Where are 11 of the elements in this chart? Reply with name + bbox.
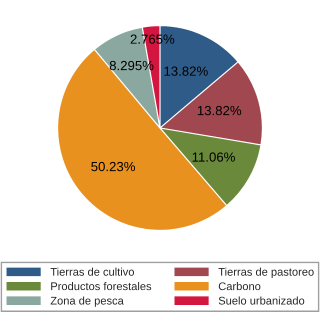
legend-label: Suelo urbanizado: [218, 296, 304, 305]
legend-label: Zona de pesca: [50, 296, 124, 307]
legend-label: Carbono: [218, 282, 260, 290]
legend-label: Tierras de cultivo: [50, 268, 134, 276]
data-label: 50.23%: [91, 162, 136, 172]
data-label: 13.82%: [198, 106, 242, 116]
legend-label: Tierras de pastoreo: [218, 268, 314, 278]
data-label: 13.82%: [164, 66, 208, 76]
data-label: 2.765%: [130, 34, 174, 44]
data-label: 11.06%: [192, 152, 235, 162]
legend-label: Productos forestales: [51, 282, 152, 290]
